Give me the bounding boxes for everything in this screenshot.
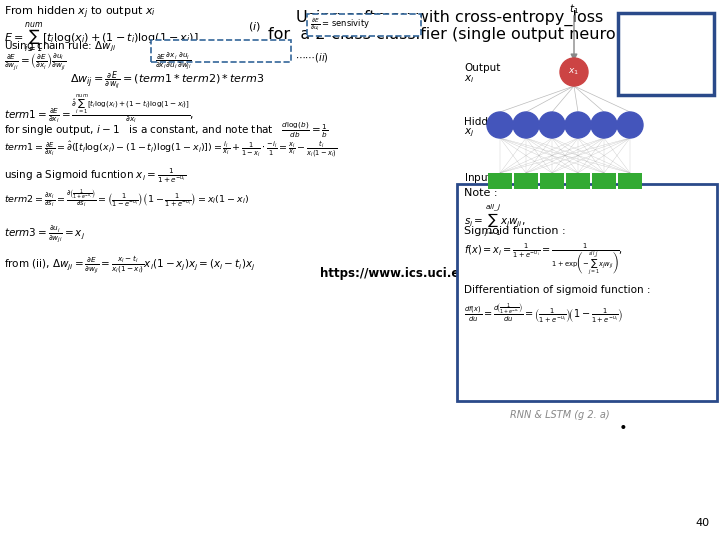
Text: $\cdots\cdots(ii)$: $\cdots\cdots(ii)$	[295, 51, 328, 64]
FancyBboxPatch shape	[457, 184, 717, 401]
Text: $term1=\frac{\partial E}{\partial x_i}=\frac{\hat{\partial}\sum_{i=1}^{num}[t_i\: $term1=\frac{\partial E}{\partial x_i}=\…	[4, 92, 194, 125]
FancyBboxPatch shape	[488, 173, 512, 189]
Circle shape	[560, 58, 588, 86]
Text: https://www.ics.uci.edu/~pjsadows/notes.pdf: https://www.ics.uci.edu/~pjsadows/notes.…	[320, 267, 620, 280]
Text: Sigmoid function :: Sigmoid function :	[464, 226, 566, 236]
Text: $x_j$: $x_j$	[464, 127, 474, 139]
Text: Inputs $x_k$: Inputs $x_k$	[464, 171, 512, 185]
Text: for  a 2-class classifier (single output neuron): for a 2-class classifier (single output …	[268, 27, 632, 42]
Circle shape	[591, 112, 617, 138]
Text: $s_i=\sum_{j=1}^{all\_j}x_jw_{ji},$: $s_i=\sum_{j=1}^{all\_j}x_jw_{ji},$	[464, 202, 526, 238]
Text: $\frac{df(x)}{du}=\frac{d\!\left(\frac{1}{1+e^{-u_i}}\right)}{du}=\left(\frac{1}: $\frac{df(x)}{du}=\frac{d\!\left(\frac{1…	[464, 302, 624, 325]
Text: Using softmax with cross-entropy_loss: Using softmax with cross-entropy_loss	[297, 10, 603, 26]
Text: $term3=\frac{\partial u_i}{\partial w_{ji}}=x_j$: $term3=\frac{\partial u_i}{\partial w_{j…	[4, 224, 85, 245]
Text: $x_i$: $x_i$	[464, 73, 474, 85]
FancyBboxPatch shape	[618, 13, 714, 95]
Text: $\bullet$: $\bullet$	[618, 418, 626, 432]
FancyBboxPatch shape	[618, 173, 642, 189]
Text: $term1=\frac{\partial E}{\partial x_i}=\hat{\partial}\left([t_i\log(x_i)-(1-t_i): $term1=\frac{\partial E}{\partial x_i}=\…	[4, 140, 337, 160]
FancyBboxPatch shape	[514, 173, 538, 189]
Text: for single output, $i-1$   is a constant, and note that   $\frac{d\log(b)}{db}=\: for single output, $i-1$ is a constant, …	[4, 120, 328, 140]
Text: Using chain rule: $\Delta w_{ji}$: Using chain rule: $\Delta w_{ji}$	[4, 40, 116, 55]
Text: $\frac{\partial E}{\partial x_i}\frac{\partial x_i}{\partial u_i}\frac{\partial : $\frac{\partial E}{\partial x_i}\frac{\p…	[155, 51, 192, 72]
Text: $t_1$: $t_1$	[569, 2, 579, 16]
FancyBboxPatch shape	[540, 173, 564, 189]
Text: from (ii), $\Delta w_{ji}=\frac{\partial E}{\partial w_{ji}}=\frac{x_i-t_i}{x_i(: from (ii), $\Delta w_{ji}=\frac{\partial…	[4, 255, 256, 276]
Text: $\frac{\partial E}{\partial w_{ji}}=\left(\frac{\partial E}{\partial x_i}\right): $\frac{\partial E}{\partial w_{ji}}=\lef…	[4, 52, 66, 73]
Text: From hidden $x_j$ to output $x_i$: From hidden $x_j$ to output $x_i$	[4, 5, 156, 22]
Circle shape	[565, 112, 591, 138]
Text: Hidden: Hidden	[464, 117, 501, 127]
Text: Note :: Note :	[464, 188, 498, 198]
FancyBboxPatch shape	[592, 173, 616, 189]
Text: $\frac{\partial E}{\partial u_i}$ = sensivity: $\frac{\partial E}{\partial u_i}$ = sens…	[310, 17, 370, 33]
Text: $\Delta w_{ij}=\frac{\partial E}{\partial w_{ij}}=(term1*term2)*term3$: $\Delta w_{ij}=\frac{\partial E}{\partia…	[70, 70, 264, 93]
FancyBboxPatch shape	[566, 173, 590, 189]
Circle shape	[539, 112, 565, 138]
Text: Output: Output	[464, 63, 500, 73]
Text: RNN & LSTM (g 2. a): RNN & LSTM (g 2. a)	[510, 410, 610, 420]
FancyBboxPatch shape	[307, 14, 421, 36]
Text: $x_1$: $x_1$	[569, 67, 580, 77]
Text: $term2=\frac{\partial x_i}{\partial s_i}=\frac{\partial\left(\frac{1}{1+e^{-u_i}: $term2=\frac{\partial x_i}{\partial s_i}…	[4, 188, 249, 210]
Circle shape	[513, 112, 539, 138]
Text: $E=\sum_{i=1}^{num}[t_i\log(x_i)+(1-t_i)\log(1-x_i)]$: $E=\sum_{i=1}^{num}[t_i\log(x_i)+(1-t_i)…	[4, 20, 199, 55]
Text: using a Sigmoid fucntion $x_i=\frac{1}{1+e^{-u_i}}$: using a Sigmoid fucntion $x_i=\frac{1}{1…	[4, 166, 186, 185]
Text: $(i)$: $(i)$	[248, 20, 261, 33]
Circle shape	[617, 112, 643, 138]
Text: Differentiation of sigmoid function :: Differentiation of sigmoid function :	[464, 285, 650, 295]
Circle shape	[487, 112, 513, 138]
FancyBboxPatch shape	[151, 40, 291, 62]
Text: 40: 40	[696, 518, 710, 528]
Text: $f(x)=x_i=\frac{1}{1+e^{-u_i}}=\frac{1}{1+\exp\!\left(-\sum_{j=1}^{all\_j}x_jw_{: $f(x)=x_i=\frac{1}{1+e^{-u_i}}=\frac{1}{…	[464, 242, 623, 278]
